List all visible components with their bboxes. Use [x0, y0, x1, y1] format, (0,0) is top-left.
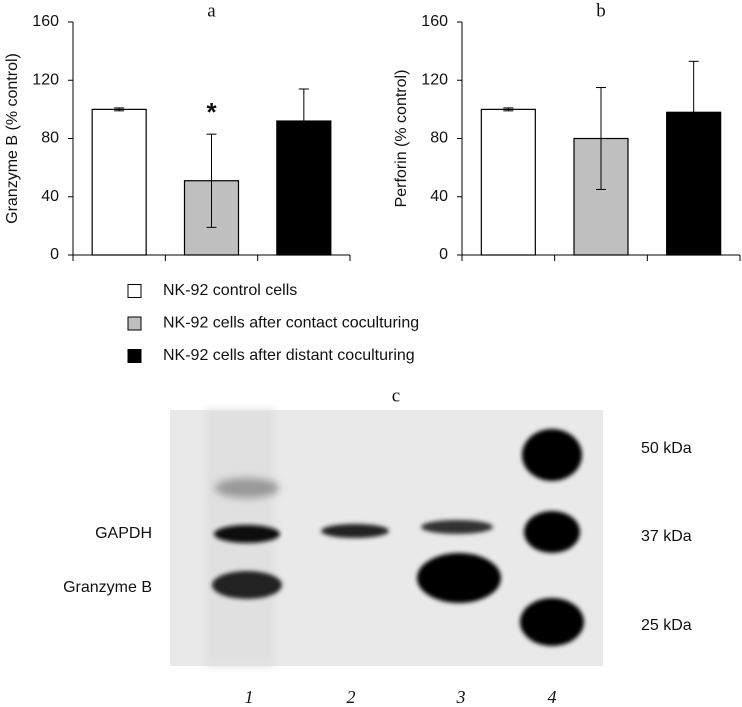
y-tick-label: 160 [32, 13, 59, 30]
legend-label: NK-92 cells after contact coculturing [163, 315, 419, 332]
marker-label: 25 kDa [641, 617, 692, 634]
lane-label: 2 [347, 687, 356, 707]
y-tick-label: 0 [50, 246, 59, 263]
y-tick-label: 80 [430, 130, 448, 147]
y-tick-label: 40 [430, 188, 448, 205]
bar [91, 108, 147, 256]
chart-title: b [596, 0, 606, 21]
lane-label: 1 [245, 687, 254, 707]
panel-label: c [392, 385, 400, 406]
marker-label: 50 kDa [641, 440, 692, 457]
y-axis-label: Perforin (% control) [393, 70, 410, 208]
band-label: GAPDH [95, 525, 152, 542]
y-axis-label: Granzyme B (% control) [4, 53, 21, 224]
band-label: Granzyme B [63, 579, 152, 596]
y-tick-label: 120 [32, 71, 59, 88]
y-tick-label: 80 [41, 130, 59, 147]
legend-swatch [127, 316, 142, 331]
y-tick-label: 0 [439, 246, 448, 263]
legend-swatch [127, 284, 142, 298]
marker-label: 37 kDa [641, 528, 692, 545]
annotation: * [206, 97, 217, 127]
y-tick-label: 120 [421, 71, 448, 88]
bar [480, 108, 536, 256]
legend-swatch [127, 349, 142, 363]
blot-image [170, 410, 603, 666]
lane-label: 3 [456, 687, 466, 707]
legend-label: NK-92 cells after distant coculturing [163, 347, 415, 364]
lane-label: 4 [548, 687, 557, 707]
y-tick-label: 40 [41, 188, 59, 205]
chart-title: a [207, 0, 216, 21]
y-tick-label: 160 [421, 13, 448, 30]
legend-label: NK-92 control cells [163, 282, 297, 299]
